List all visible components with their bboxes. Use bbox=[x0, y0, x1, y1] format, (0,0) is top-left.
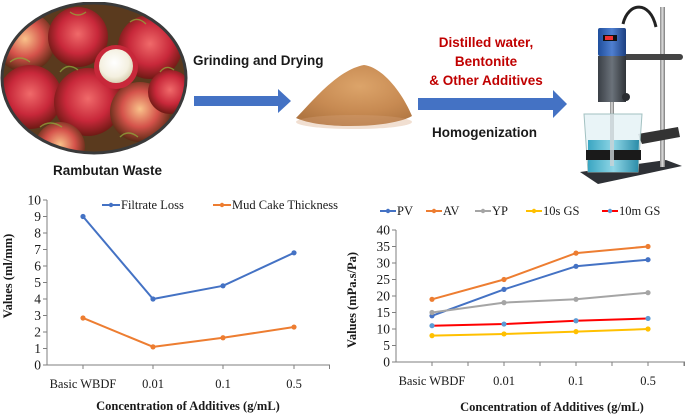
y-tick-label: 6 bbox=[34, 259, 41, 274]
x-tick-label: 0.5 bbox=[640, 374, 656, 388]
y-tick-label: 9 bbox=[34, 209, 41, 224]
series-line-10m-gs bbox=[431, 317, 649, 327]
data-point bbox=[501, 300, 507, 306]
filtration-chart: 0 12 34 56 78 910 Basic WBDF 0.01 0.1 0.5 Filtrat… bbox=[1, 193, 338, 414]
legend-label: 10m GS bbox=[619, 204, 660, 218]
y-tick-label: 0 bbox=[34, 358, 41, 373]
data-point bbox=[645, 315, 651, 322]
data-point bbox=[220, 283, 226, 289]
series-line-av bbox=[431, 245, 649, 301]
y-tick-label: 4 bbox=[34, 292, 41, 307]
x-axis-label: Concentration of Additives (g/mL) bbox=[96, 399, 280, 413]
arrow-icon bbox=[194, 89, 291, 113]
y-tick-label: 40 bbox=[377, 223, 391, 238]
y-tick-label: 8 bbox=[34, 226, 41, 241]
y-tick-label: 15 bbox=[377, 305, 391, 320]
series-line-yp bbox=[431, 291, 649, 314]
data-point bbox=[429, 323, 435, 329]
powder-photo bbox=[296, 65, 412, 129]
y-tick-label: 1 bbox=[34, 341, 41, 356]
data-point bbox=[220, 335, 226, 341]
y-tick-label: 3 bbox=[34, 308, 41, 323]
x-tick-label: 0.5 bbox=[286, 377, 302, 391]
x-tick-label: Basic WBDF bbox=[50, 377, 117, 391]
y-tick-label: 2 bbox=[34, 325, 41, 340]
arrow-icon bbox=[418, 90, 567, 118]
x-tick-label: 0.1 bbox=[568, 374, 584, 388]
data-point bbox=[150, 344, 156, 350]
legend-swatch-marker bbox=[108, 202, 114, 208]
x-tick-label: 0.01 bbox=[142, 377, 164, 391]
legend-label: AV bbox=[443, 204, 459, 218]
series-line-10s-gs bbox=[431, 328, 649, 337]
step-label-homogenization: Homogenization bbox=[432, 125, 537, 140]
data-point bbox=[429, 309, 435, 316]
data-point bbox=[645, 243, 651, 250]
legend-label: Filtrate Loss bbox=[121, 198, 184, 212]
data-point bbox=[80, 213, 86, 220]
data-point bbox=[80, 315, 86, 321]
y-tick-label: 25 bbox=[377, 272, 391, 287]
y-axis-label: Values (ml/mm) bbox=[1, 234, 15, 319]
legend-swatch-marker bbox=[431, 208, 437, 214]
homogenizer-photo bbox=[580, 5, 683, 184]
data-point bbox=[573, 263, 579, 269]
y-tick-label: 5 bbox=[383, 338, 390, 353]
y-tick-label: 35 bbox=[377, 239, 391, 254]
y-tick-label: 20 bbox=[377, 289, 391, 304]
step-label-rambutan-waste: Rambutan Waste bbox=[53, 163, 163, 178]
legend-swatch-marker bbox=[531, 208, 537, 214]
data-point bbox=[645, 326, 651, 332]
legend-swatch-marker bbox=[219, 202, 225, 208]
series-line-pv bbox=[431, 258, 649, 317]
data-point bbox=[501, 321, 507, 327]
y-axis-label: Values (mPa.s/Pa) bbox=[345, 252, 359, 348]
y-tick-label: 7 bbox=[34, 242, 41, 257]
data-point bbox=[645, 257, 651, 263]
y-tick-label: 10 bbox=[28, 193, 42, 208]
data-point bbox=[429, 296, 435, 302]
data-point bbox=[429, 333, 435, 339]
x-axis-label: Concentration of Additives (g/mL) bbox=[460, 400, 644, 414]
data-point bbox=[573, 250, 579, 256]
legend-label: YP bbox=[492, 204, 508, 218]
y-tick-label: 5 bbox=[34, 275, 41, 290]
additives-line-1: Distilled water, bbox=[438, 35, 534, 50]
series-line-mud-cake-thickness bbox=[82, 317, 295, 348]
data-point bbox=[645, 290, 651, 296]
x-tick-label: 0.1 bbox=[215, 377, 231, 391]
additives-label: Distilled water, Bentonite & Other Addit… bbox=[418, 33, 554, 90]
y-tick-label: 30 bbox=[377, 256, 391, 271]
step-label-grinding-drying: Grinding and Drying bbox=[193, 53, 324, 68]
y-tick-label: 0 bbox=[383, 355, 390, 370]
legend-swatch-marker bbox=[607, 208, 613, 214]
legend-label: PV bbox=[397, 204, 413, 218]
data-point bbox=[501, 331, 507, 337]
series-line-filtrate-loss bbox=[82, 215, 295, 300]
data-point bbox=[501, 286, 507, 292]
legend-label: Mud Cake Thickness bbox=[232, 198, 338, 212]
legend-label: 10s GS bbox=[543, 204, 580, 218]
data-point bbox=[573, 318, 579, 324]
additives-line-3: & Other Additives bbox=[429, 73, 543, 88]
data-point bbox=[291, 250, 297, 256]
rambutan-photo bbox=[0, 2, 188, 155]
data-point bbox=[501, 276, 507, 283]
data-point bbox=[150, 296, 156, 302]
y-tick-label: 10 bbox=[377, 322, 391, 337]
legend-swatch-marker bbox=[385, 208, 391, 214]
data-point bbox=[291, 324, 297, 330]
x-tick-label: 0.01 bbox=[493, 374, 515, 388]
data-point bbox=[573, 296, 579, 302]
additives-line-2: Bentonite bbox=[454, 54, 518, 69]
data-point bbox=[573, 329, 579, 335]
legend-swatch-marker bbox=[480, 208, 486, 214]
x-tick-label: Basic WBDF bbox=[399, 374, 466, 388]
